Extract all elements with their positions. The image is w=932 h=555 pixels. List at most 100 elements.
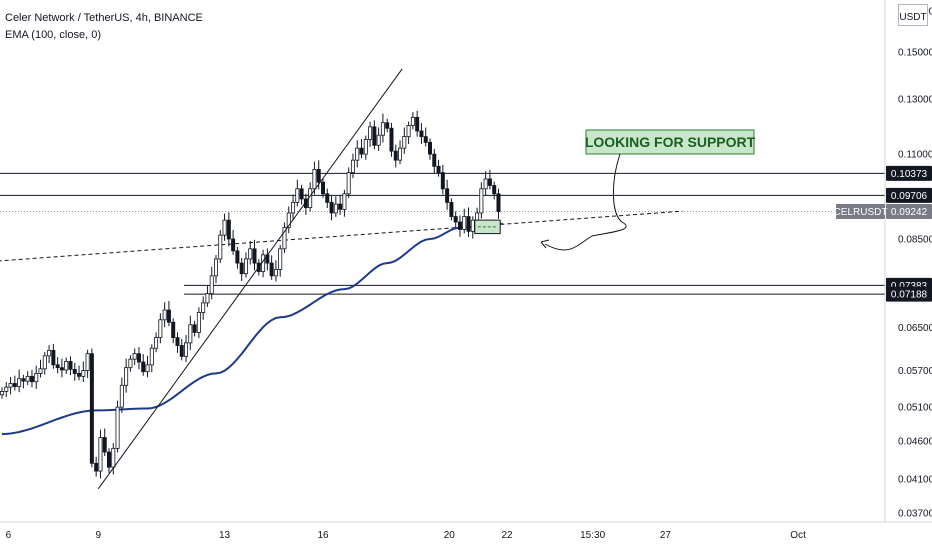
candle-body xyxy=(77,373,82,377)
candle-body xyxy=(393,150,398,161)
candle xyxy=(410,112,415,130)
currency-button[interactable]: USDT xyxy=(898,4,928,26)
candle-body xyxy=(368,126,373,140)
candle xyxy=(94,456,99,477)
symbol-title: Celer Network / TetherUS, 4h, BINANCE xyxy=(5,12,203,24)
callout-arrowhead xyxy=(540,239,550,249)
candle xyxy=(102,428,107,457)
candle xyxy=(427,138,432,160)
candle-body xyxy=(470,219,475,232)
candle xyxy=(72,362,77,381)
candle xyxy=(209,266,214,300)
candle xyxy=(4,381,9,398)
candle-body xyxy=(213,258,218,277)
candle-body xyxy=(218,234,223,260)
price-level-tag-label: 0.07188 xyxy=(891,290,928,301)
candle xyxy=(59,358,64,378)
candle xyxy=(286,206,291,234)
candle-body xyxy=(12,383,17,387)
candle-body xyxy=(141,361,146,373)
candle-body xyxy=(55,364,60,369)
ema-line xyxy=(1,222,503,435)
price-tick-label: 0.06500 xyxy=(898,323,932,334)
candle xyxy=(453,211,458,228)
time-tick-label: 13 xyxy=(219,530,231,541)
price-level-tag xyxy=(886,187,932,203)
candle xyxy=(278,244,283,277)
candle-body xyxy=(201,302,206,313)
candle xyxy=(188,315,193,351)
candle-body xyxy=(226,219,231,240)
candle xyxy=(239,257,244,282)
candle-body xyxy=(303,198,308,209)
candle xyxy=(136,347,141,370)
candle-body xyxy=(427,141,432,155)
candle xyxy=(231,229,236,255)
candle xyxy=(196,307,201,339)
time-tick-label: 15:30 xyxy=(580,530,605,541)
candle-body xyxy=(410,116,415,126)
candle-body xyxy=(333,203,338,214)
candle xyxy=(111,443,116,475)
candle-body xyxy=(235,250,240,264)
candle-body xyxy=(419,130,424,138)
candle xyxy=(299,184,304,205)
candle xyxy=(479,182,484,219)
candle-body xyxy=(453,216,458,223)
candle xyxy=(115,400,120,453)
candle-body xyxy=(329,201,334,214)
candle-body xyxy=(479,188,484,214)
candle xyxy=(282,222,287,253)
candle-body xyxy=(346,172,351,195)
candle xyxy=(432,148,437,174)
candle-body xyxy=(483,178,488,190)
candle xyxy=(492,181,497,200)
candle xyxy=(419,123,424,144)
candle-body xyxy=(29,375,34,383)
candle xyxy=(107,448,112,473)
candle-body xyxy=(94,462,99,472)
candle-body xyxy=(171,321,176,338)
candle xyxy=(243,252,248,278)
candle-body xyxy=(286,212,291,228)
support-zone-box xyxy=(474,219,501,235)
symbol-tag xyxy=(836,203,885,219)
candle-body xyxy=(363,139,368,155)
candle xyxy=(77,365,82,381)
candle xyxy=(295,179,300,207)
candle-body xyxy=(42,355,47,370)
candle-body xyxy=(59,367,64,371)
candle-body xyxy=(8,383,13,388)
candle-body xyxy=(107,451,112,468)
candle-body xyxy=(389,127,394,152)
candle xyxy=(85,349,90,378)
candle-body xyxy=(380,122,385,136)
candle-body xyxy=(4,386,9,392)
candle-body xyxy=(145,364,150,373)
candle-body xyxy=(184,342,189,357)
price-tick-label: 0.13000 xyxy=(898,95,932,106)
candle xyxy=(34,365,39,390)
candle-body xyxy=(64,361,69,371)
candle xyxy=(457,215,462,237)
price-tick-label: 0.05100 xyxy=(898,403,932,414)
candle xyxy=(192,320,197,337)
candle-body xyxy=(0,391,4,396)
candle-body xyxy=(423,136,428,143)
candle xyxy=(376,127,381,151)
candle xyxy=(291,194,296,221)
time-tick-label: 27 xyxy=(660,530,672,541)
dashed-trend-line xyxy=(0,210,683,262)
candle-body xyxy=(278,248,283,270)
price-tick-label: 0.04100 xyxy=(898,475,932,486)
candle-body xyxy=(21,378,26,382)
candle-body xyxy=(111,447,116,468)
candle-body xyxy=(38,368,43,374)
candle-body xyxy=(239,262,244,275)
candle-body xyxy=(115,406,120,449)
candle-body xyxy=(205,293,210,304)
candle xyxy=(128,355,133,372)
